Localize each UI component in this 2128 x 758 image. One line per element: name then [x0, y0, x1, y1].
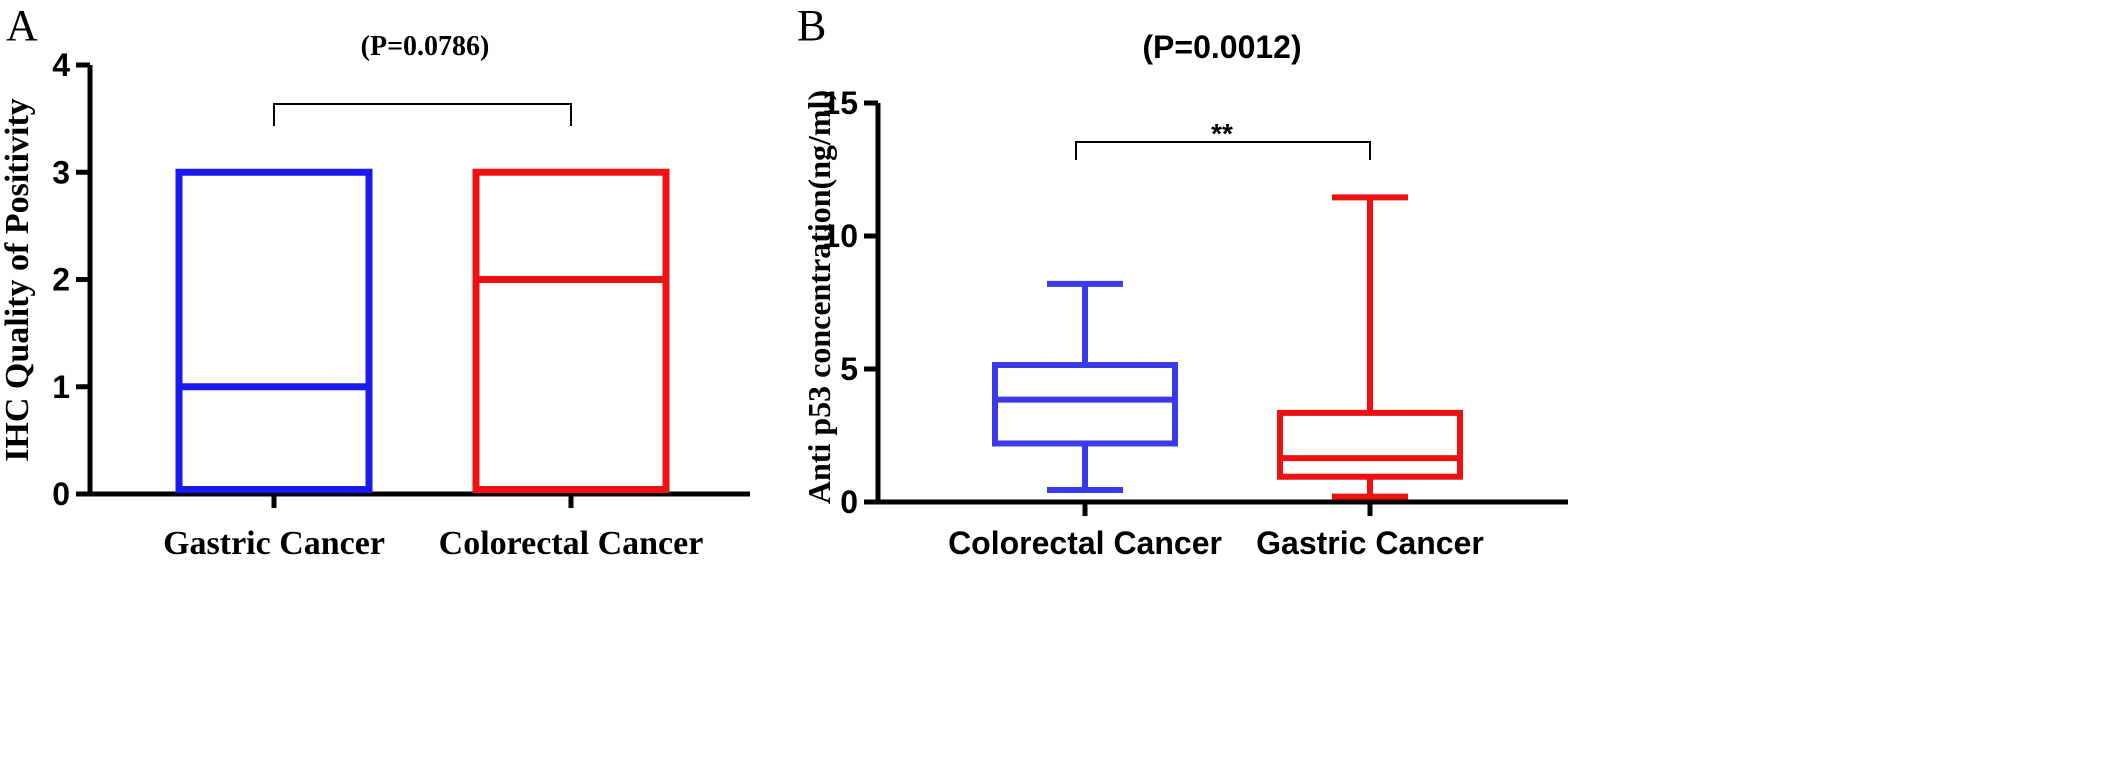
panel-a-y-tick-label: 0 — [52, 476, 70, 512]
panel-a-comparison-bracket — [273, 103, 572, 126]
panel-a-colorectal-cancer-category-label: Colorectal Cancer — [439, 525, 704, 562]
panel-a-colorectal-cancer-box — [472, 168, 670, 493]
panel-b-y-tick-label: 5 — [840, 351, 858, 387]
panel-a-y-tick-label: 1 — [52, 369, 70, 405]
panel-a-letter: A — [6, 1, 38, 50]
panel-b-letter: B — [797, 1, 826, 50]
panel-b-gastric-cancer-box — [1277, 409, 1463, 480]
panel-b-comparison-bracket — [1075, 141, 1371, 160]
panel-a-y-tick-label: 2 — [52, 262, 70, 298]
panel-b-y-tick-label: 15 — [822, 85, 858, 121]
panel-a-y-axis-label: IHC Quality of Positivity — [0, 98, 36, 462]
panel-a-gastric-cancer-category-label: Gastric Cancer — [163, 525, 385, 562]
panel-b-plot: 0 5 10 15 Colorectal Cancer Gastric Cancer — [822, 85, 1568, 561]
panel-b-gastric-cancer-category-label: Gastric Cancer — [1256, 525, 1484, 561]
panel-b-y-tick-label: 10 — [822, 218, 858, 254]
panel-a-p-value: (P=0.0786) — [361, 31, 490, 62]
panel-a-y-tick-label: 4 — [52, 47, 70, 83]
panel-b-colorectal-cancer-box — [992, 362, 1178, 447]
panel-a-plot: 0 1 2 3 4 Gastric Cancer Colorectal Cancer — [52, 47, 750, 562]
panel-b-colorectal-cancer-category-label: Colorectal Cancer — [948, 525, 1222, 561]
panel-a-gastric-cancer-box — [175, 168, 373, 493]
panel-a-y-tick-label: 3 — [52, 154, 70, 190]
panel-b-y-axis-label: Anti p53 concentration(ng/ml) — [801, 90, 837, 504]
panel-b-significance-stars: ** — [1211, 118, 1233, 149]
panel-b-y-tick-label: 0 — [840, 484, 858, 520]
panel-b-p-value: (P=0.0012) — [1142, 29, 1301, 65]
